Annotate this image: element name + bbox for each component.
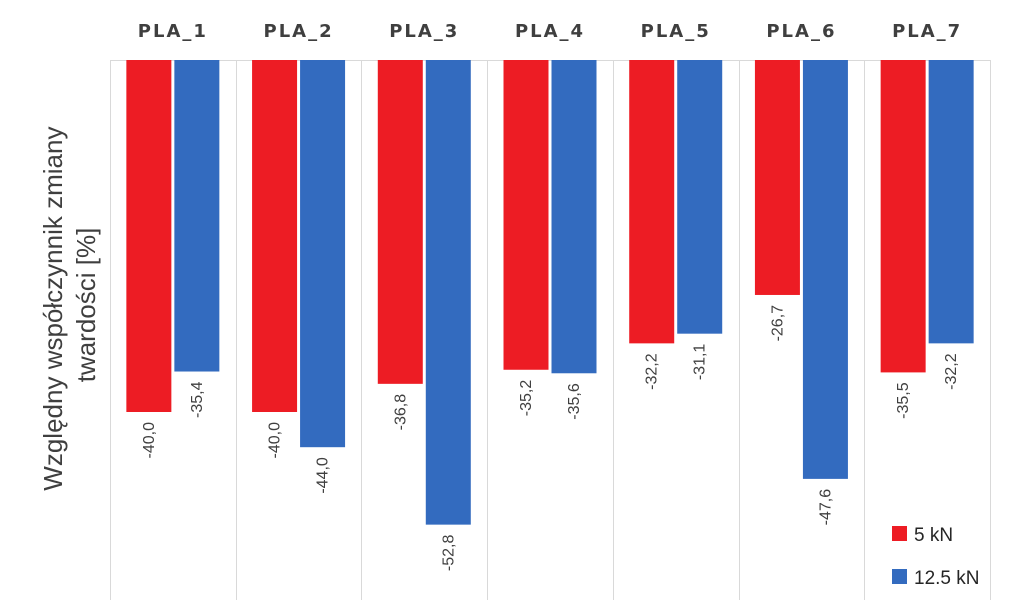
- bar: [377, 60, 423, 384]
- category-label: PLA_1: [138, 21, 208, 42]
- data-label: -26,7: [769, 305, 786, 342]
- y-axis-title: Względny współczynnik zmiany twardości […: [38, 119, 101, 490]
- data-label: -36,8: [392, 394, 409, 431]
- data-label: -32,2: [644, 353, 661, 390]
- value-labels: -40,0 -40,0 -36,8 -35,2 -32,2 -26,7 -35,5 -35,4…: [141, 305, 960, 571]
- grid-lines: [110, 60, 991, 600]
- legend-label-12-5kn: 12.5 kN: [914, 568, 979, 589]
- bar: [928, 60, 974, 344]
- category-labels: PLA_1 PLA_2 PLA_3 PLA_4 PLA_5 PLA_6 PLA_7: [138, 21, 962, 42]
- data-label: -35,2: [518, 380, 535, 417]
- data-label: -35,5: [895, 382, 912, 419]
- data-label: -35,6: [566, 383, 583, 420]
- data-label: -40,0: [267, 422, 284, 459]
- data-label: -52,8: [440, 535, 457, 572]
- bars: [126, 60, 974, 525]
- data-label: -31,1: [692, 344, 709, 381]
- legend: 5 kN 12.5 kN: [892, 525, 979, 589]
- bar: [629, 60, 675, 344]
- data-label: -47,6: [817, 489, 834, 526]
- data-label: -44,0: [315, 457, 332, 494]
- bar: [425, 60, 471, 525]
- category-label: PLA_3: [389, 21, 459, 42]
- data-label: -40,0: [141, 422, 158, 459]
- bar: [880, 60, 926, 373]
- bar: [126, 60, 172, 412]
- y-axis-title-line-2: twardości [%]: [71, 228, 101, 383]
- data-label: -32,2: [943, 353, 960, 390]
- bar: [300, 60, 346, 448]
- category-label: PLA_2: [264, 21, 334, 42]
- data-label: -35,4: [189, 381, 206, 418]
- bar: [503, 60, 549, 370]
- bar: [802, 60, 848, 479]
- bar: [551, 60, 597, 374]
- category-label: PLA_5: [641, 21, 711, 42]
- legend-label-5kn: 5 kN: [914, 525, 953, 546]
- bar: [677, 60, 723, 334]
- category-label: PLA_6: [766, 21, 836, 42]
- legend-swatch-5kn: [892, 526, 907, 541]
- bar: [754, 60, 800, 295]
- bar: [252, 60, 298, 412]
- category-label: PLA_4: [515, 21, 585, 42]
- legend-swatch-12-5kn: [892, 569, 907, 584]
- y-axis-title-line-1: Względny współczynnik zmiany: [38, 127, 68, 491]
- bar: [174, 60, 220, 372]
- category-label: PLA_7: [892, 21, 962, 42]
